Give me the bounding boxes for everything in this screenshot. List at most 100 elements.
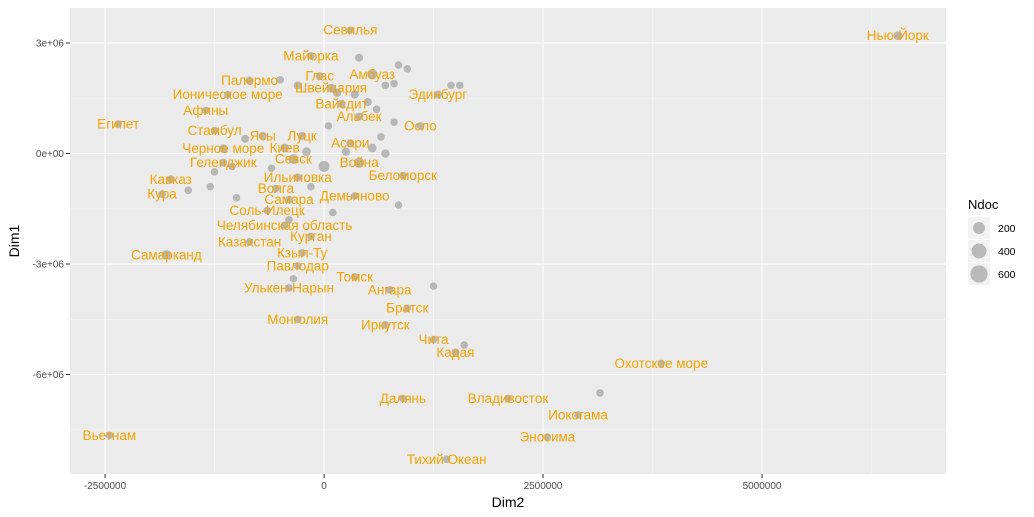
data-point: [442, 455, 451, 464]
data-point: [245, 238, 254, 246]
data-point: [460, 341, 468, 349]
axes: -2500000 0 2500000 5000000 3e+06 0e+00 -3e+06 -…: [33, 38, 782, 492]
data-point: [377, 133, 385, 141]
point-label: Египет: [97, 117, 139, 132]
data-point: [341, 147, 351, 156]
data-point: [394, 61, 403, 69]
data-point: [399, 171, 407, 180]
point-label: Самарканд: [131, 247, 202, 262]
data-point: [210, 126, 219, 135]
point-label: Томск: [336, 269, 373, 284]
data-point: [302, 147, 311, 157]
y-tick-label: -6e+06: [33, 370, 65, 381]
data-point: [293, 262, 302, 270]
legend-key-circle: [971, 243, 987, 259]
point-label: Иокогама: [548, 408, 608, 423]
data-point: [355, 53, 364, 62]
data-point: [289, 274, 298, 283]
data-point: [353, 157, 365, 168]
legend-label: 600: [998, 269, 1016, 281]
data-point: [403, 64, 412, 73]
data-point: [267, 164, 276, 173]
data-point: [285, 216, 293, 224]
data-point: [245, 76, 254, 85]
point-label: Киев: [270, 140, 300, 155]
data-point: [429, 335, 438, 344]
point-label: Ильиновка: [264, 170, 332, 185]
data-point: [355, 112, 364, 121]
point-label: Монголия: [267, 312, 328, 327]
point-label: Челябинская область: [217, 218, 352, 233]
data-point: [372, 105, 381, 114]
data-point: [346, 26, 355, 34]
point-label: Глас: [305, 69, 334, 84]
data-point: [105, 431, 114, 440]
data-point: [166, 175, 175, 184]
y-tick-label: 3e+06: [36, 38, 65, 49]
data-point: [293, 315, 302, 324]
point-label: Чита: [418, 332, 449, 347]
data-point: [293, 173, 302, 182]
data-point: [307, 232, 315, 241]
data-point: [337, 99, 346, 108]
data-point: [158, 190, 166, 198]
data-point: [293, 81, 302, 90]
point-label: Севск: [275, 152, 312, 167]
legend-label: 400: [998, 246, 1016, 258]
point-label: Кура: [147, 187, 177, 202]
y-tick-label: -3e+06: [33, 260, 65, 271]
data-point: [324, 122, 333, 130]
data-point: [332, 88, 342, 97]
y-tick-label: 0e+00: [36, 149, 65, 160]
data-point: [381, 149, 390, 158]
data-point: [385, 286, 394, 294]
x-axis-title: Dim2: [492, 494, 525, 510]
point-label: Альбек: [337, 109, 382, 124]
data-point: [298, 131, 307, 140]
x-tick-label: 2500000: [524, 481, 563, 492]
data-point: [285, 284, 293, 292]
point-label: Казахстан: [218, 234, 281, 249]
point-label: Демьяново: [320, 188, 390, 203]
data-point: [280, 221, 289, 230]
data-point: [307, 52, 315, 60]
point-label: Самара: [264, 192, 314, 207]
point-labels: Севилья Нью-Йорк Майорка Глас Амбуаз Палермо Ш…: [83, 23, 929, 467]
point-label: Осло: [404, 118, 437, 133]
data-point: [346, 139, 355, 148]
data-point: [228, 162, 236, 171]
x-tick-label: -2500000: [84, 481, 127, 492]
data-point: [447, 81, 455, 90]
point-label: Швейцария: [295, 80, 367, 95]
point-label: Охотское море: [615, 356, 709, 371]
data-point: [416, 122, 425, 130]
point-label: Владивосток: [468, 391, 549, 406]
point-label: Иркутск: [361, 317, 410, 332]
data-point: [893, 31, 903, 40]
point-label: Братск: [386, 301, 428, 316]
data-point: [329, 208, 337, 217]
legend-key-circle: [973, 222, 985, 234]
point-label: Вьетнам: [83, 428, 137, 443]
data-point: [272, 184, 280, 193]
point-label: Война: [340, 155, 380, 170]
data-point: [201, 106, 210, 115]
data-point: [326, 83, 336, 93]
point-label: Далянь: [380, 391, 426, 406]
size-legend: Ndoc 200 400 600: [968, 197, 1016, 285]
legend-key-circle: [970, 265, 988, 283]
point-label: Ионическое море: [173, 87, 283, 102]
point-label: Афины: [183, 103, 228, 118]
data-point: [276, 76, 285, 84]
data-point: [210, 168, 219, 176]
point-label: Стамбул: [187, 123, 241, 138]
point-label: Черное море: [182, 141, 264, 156]
point-label: Курган: [290, 229, 332, 244]
data-point: [298, 249, 306, 257]
x-tick-label: 5000000: [743, 481, 782, 492]
data-point: [394, 201, 403, 209]
data-point: [363, 97, 372, 106]
data-point: [367, 69, 378, 80]
data-point: [504, 394, 512, 403]
